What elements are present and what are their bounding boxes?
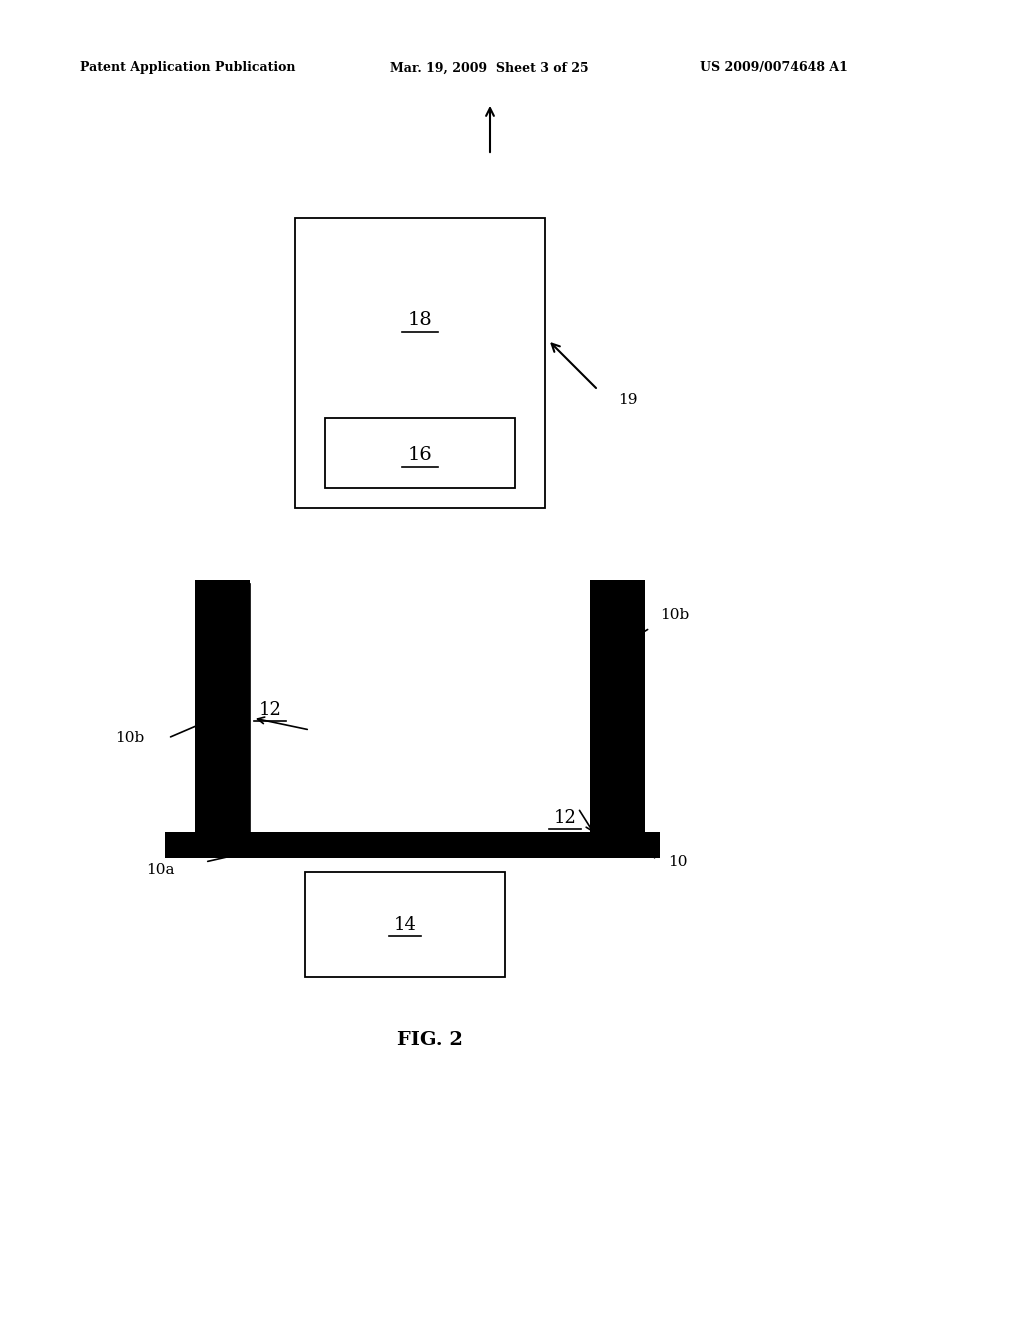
Text: 10b: 10b	[116, 731, 144, 744]
Text: 18: 18	[408, 312, 432, 329]
Bar	[325, 418, 515, 488]
Text: 19: 19	[618, 393, 638, 407]
Text: FIG. 2: FIG. 2	[397, 1031, 463, 1049]
Text: Patent Application Publication: Patent Application Publication	[80, 62, 296, 74]
Text: 16: 16	[408, 446, 432, 465]
Text: 10a: 10a	[145, 863, 174, 876]
Text: 10b: 10b	[660, 609, 689, 622]
Bar	[195, 579, 250, 836]
Text: US 2009/0074648 A1: US 2009/0074648 A1	[700, 62, 848, 74]
Text: 12: 12	[259, 701, 282, 719]
Text: Mar. 19, 2009  Sheet 3 of 25: Mar. 19, 2009 Sheet 3 of 25	[390, 62, 589, 74]
Text: 10: 10	[668, 855, 687, 869]
Bar	[305, 873, 505, 977]
Text: 12: 12	[554, 809, 577, 828]
Bar	[590, 579, 645, 836]
Bar	[295, 218, 545, 508]
Text: 14: 14	[393, 916, 417, 935]
Bar	[165, 832, 660, 858]
